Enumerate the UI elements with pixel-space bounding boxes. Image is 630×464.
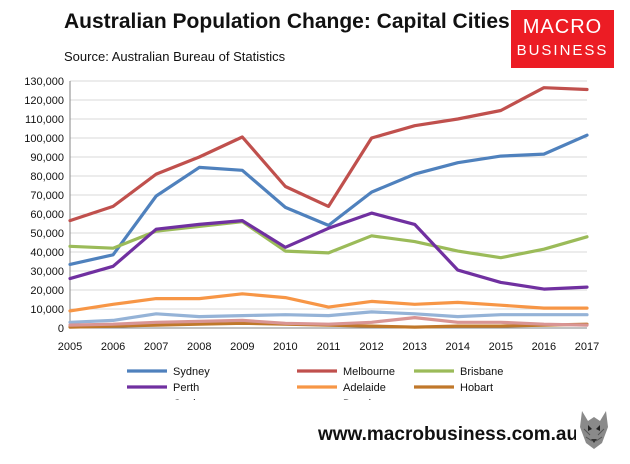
- series-line-canberra: [68, 310, 589, 324]
- x-tick-label: 2016: [532, 341, 556, 353]
- series-line-perth: [68, 211, 589, 291]
- y-tick-label: 30,000: [30, 266, 64, 278]
- x-tick-label: 2012: [359, 341, 383, 353]
- y-tick-label: 110,000: [25, 114, 64, 126]
- series-line-adelaide: [68, 292, 589, 313]
- legend-label-adelaide: Adelaide: [343, 382, 386, 394]
- x-tick-label: 2017: [575, 341, 599, 353]
- legend-label-sydney: Sydney: [173, 366, 210, 378]
- x-tick-label: 2007: [144, 341, 168, 353]
- legend-label-canberra: Canberra: [173, 398, 220, 400]
- x-tick-label: 2015: [489, 341, 513, 353]
- logo-line-2: BUSINESS: [516, 42, 609, 59]
- wolf-logo-icon: [576, 407, 612, 451]
- chart-source: Source: Australian Bureau of Statistics: [64, 49, 286, 64]
- legend-label-brisbane: Brisbane: [460, 366, 503, 378]
- x-tick-label: 2005: [58, 341, 82, 353]
- y-tick-label: 50,000: [30, 228, 64, 240]
- x-tick-label: 2013: [402, 341, 426, 353]
- y-tick-label: 90,000: [30, 152, 64, 164]
- y-tick-label: 20,000: [30, 285, 64, 297]
- y-tick-label: 0: [58, 323, 64, 335]
- line-chart: 0 10,000 20,000 30,000 40,000 50,000 60,000 70,…: [24, 76, 599, 400]
- x-tick-label: 2010: [273, 341, 297, 353]
- y-tick-label: 70,000: [30, 190, 64, 202]
- logo-line-1: MACRO: [522, 16, 603, 38]
- y-tick-label: 80,000: [30, 171, 64, 183]
- x-tick-label: 2014: [446, 341, 470, 353]
- series-line-sydney: [68, 133, 589, 266]
- legend-label-darwin: Darwin: [343, 398, 377, 400]
- x-tick-label: 2008: [187, 341, 211, 353]
- legend-label-hobart: Hobart: [460, 382, 493, 394]
- chart-title: Australian Population Change: Capital Ci…: [64, 10, 510, 33]
- y-tick-label: 100,000: [24, 133, 64, 145]
- legend-label-perth: Perth: [173, 382, 199, 394]
- y-tick-label: 40,000: [30, 247, 64, 259]
- y-tick-label: 60,000: [30, 209, 64, 221]
- y-tick-label: 130,000: [24, 76, 64, 88]
- x-tick-label: 2009: [230, 341, 254, 353]
- website-url: www.macrobusiness.com.au: [318, 424, 579, 445]
- series-line-melbourne: [68, 86, 589, 223]
- x-tick-label: 2006: [101, 341, 125, 353]
- legend-label-melbourne: Melbourne: [343, 366, 395, 378]
- x-tick-label: 2011: [317, 341, 341, 353]
- series-line-darwin: [68, 316, 589, 327]
- y-tick-label: 10,000: [30, 304, 64, 316]
- macrobusiness-logo: MACRO BUSINESS: [511, 10, 614, 68]
- y-tick-label: 120,000: [24, 95, 64, 107]
